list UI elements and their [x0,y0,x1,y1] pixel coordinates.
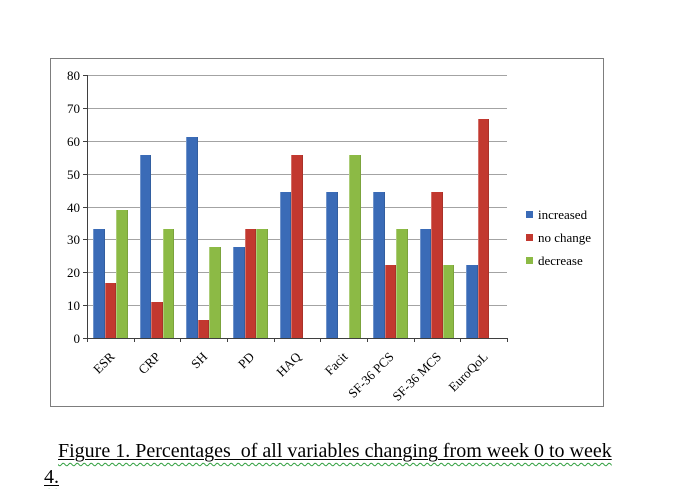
x-axis-label: HAQ [273,349,304,380]
y-axis-label: 40 [67,199,80,215]
legend-item-no-change: no change [526,226,591,249]
y-axis-line [87,75,88,338]
bar-SF-36-PCS-decrease [396,228,408,338]
bar-SH-increased [186,137,198,338]
y-axis-label: 30 [67,232,80,248]
y-axis-tick [83,239,87,241]
x-axis-tick [133,338,135,342]
bar-CRP-increased [139,155,152,338]
caption-line-2: 4. [34,441,59,489]
bar-SF-36-PCS-increased [373,192,385,338]
x-axis-label: PD [234,349,257,372]
y-axis-label: 10 [67,298,80,314]
bar-EuroQoL-increased [466,265,478,338]
legend-item-increased: increased [526,203,591,226]
x-axis-label: ESR [89,349,117,377]
figure-frame: 0 10 20 30 40 50 60 70 80 ESR CRP SH PD HAQ Facit SF-36… [50,58,604,407]
x-axis-tick [227,338,228,342]
y-axis-tick [83,338,87,339]
bar-SH-no-change [197,319,210,338]
x-axis-tick [87,338,88,342]
x-axis-tick [320,338,322,342]
bar-SF-36-MCS-increased [419,228,432,338]
y-axis-label: 60 [67,133,80,149]
y-axis-label: 20 [67,265,80,281]
bar-PD-no-change [244,228,257,338]
legend-label: no change [538,230,592,245]
y-axis-tick [83,272,87,274]
y-axis-tick [83,140,87,142]
x-axis-tick [367,338,368,342]
bar-Facit-increased [326,192,338,338]
x-axis-tick [507,338,508,342]
x-axis-tick [180,338,182,342]
caption-text-1: Figure 1. Percentages of all variables c… [58,440,612,462]
bar-HAQ-increased [279,192,292,338]
x-axis-label: Facit [321,349,351,378]
bar-SF-36-MCS-decrease [442,265,455,338]
bar-SF-36-MCS-no-change [431,192,443,338]
bar-PD-decrease [256,228,268,338]
bar-HAQ-no-change [291,155,303,338]
x-axis-line [87,338,507,339]
y-axis-tick [83,206,87,208]
y-axis-label: 0 [73,331,81,346]
x-axis-tick [460,338,462,342]
legend-label: increased [538,207,588,222]
bar-Facit-decrease [349,155,361,338]
x-axis-tick [413,338,415,342]
x-axis-label: CRP [135,349,164,377]
legend-swatch-icon [526,211,533,218]
y-axis-label: 80 [67,68,80,83]
y-axis-label: 50 [67,166,80,182]
caption-squiggle-wrap-1: Figure 1. Percentages of all variables c… [58,440,612,462]
bar-ESR-no-change [104,283,117,338]
y-axis-tick [83,75,87,76]
x-axis-label: EuroQoL [444,349,491,395]
x-axis-label: SF-36 MCS [388,349,444,404]
y-axis-label: 70 [67,100,80,116]
caption-text-2: 4. [44,466,59,488]
y-axis-tick [83,305,87,307]
caption-squiggle-wrap-2: 4. [44,466,59,488]
bar-SH-decrease [209,246,221,338]
bar-CRP-decrease [162,228,175,338]
gridline [87,107,507,109]
legend-swatch-icon [526,257,533,264]
legend-label: decrease [538,253,583,268]
legend-swatch-icon [526,234,533,241]
legend-item-decrease: decrease [526,249,591,272]
y-axis-tick [83,107,87,109]
bar-PD-increased [233,246,245,338]
bar-EuroQoL-no-change [477,118,490,338]
x-axis-label: SH [187,349,211,372]
caption-line-1: Figure 1. Percentages of all variables c… [48,415,612,463]
bar-CRP-no-change [151,301,163,338]
bar-ESR-increased [93,228,105,338]
bar-ESR-decrease [116,210,128,338]
chart-legend: increased no change decrease [526,203,591,272]
x-axis-tick [273,338,275,342]
gridline [87,75,507,76]
gridline [87,140,507,142]
chart-plot-area: 0 10 20 30 40 50 60 70 80 ESR CRP SH PD HAQ Facit SF-36… [51,59,603,406]
y-axis-tick [83,173,87,175]
bar-SF-36-PCS-no-change [384,265,397,338]
